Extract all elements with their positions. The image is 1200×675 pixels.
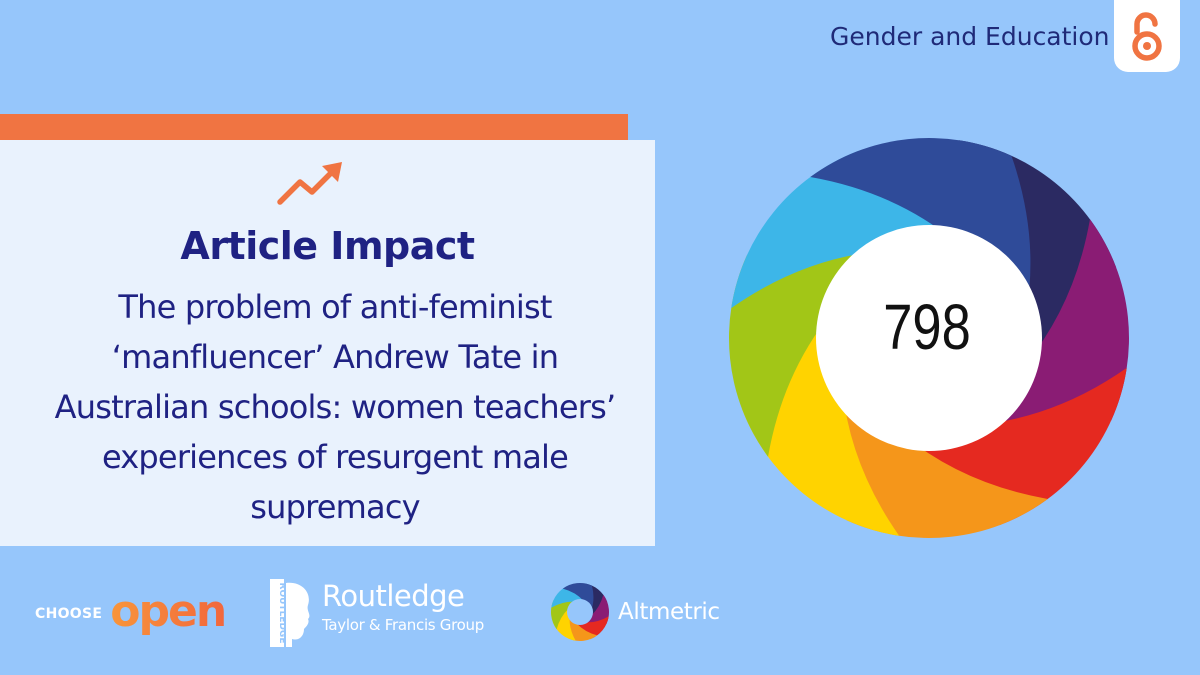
donut-segment-3 bbox=[827, 362, 1048, 538]
publisher-group: Taylor & Francis Group bbox=[322, 616, 484, 634]
mini-swirl-segment-3 bbox=[566, 614, 598, 641]
routledge-head-icon: ROUTLEDGE bbox=[270, 579, 310, 647]
open-access-icon bbox=[1132, 12, 1162, 61]
article-title: The problem of anti-feminist ‘manfluence… bbox=[54, 288, 617, 526]
routledge-logo: ROUTLEDGE Routledge Taylor & Francis Gro… bbox=[268, 579, 484, 647]
mini-swirl-segment-7 bbox=[562, 583, 594, 610]
altmetric-name: Altmetric bbox=[618, 599, 720, 625]
altmetric-score: 798 bbox=[883, 291, 971, 363]
choose-open-logo: CHOOSE open bbox=[35, 586, 227, 639]
page-title: Article Impact bbox=[180, 224, 475, 268]
altmetric-swirl-icon bbox=[551, 583, 609, 641]
article-info-panel: Article Impact The problem of anti-femin… bbox=[0, 140, 655, 546]
donut-segment-1 bbox=[953, 219, 1129, 440]
accent-bar bbox=[0, 114, 628, 142]
routledge-vertical-text: ROUTLEDGE bbox=[277, 583, 287, 644]
mini-swirl-segment-5 bbox=[551, 598, 578, 630]
mini-swirl-segment-1 bbox=[582, 594, 609, 626]
open-word: open bbox=[110, 586, 227, 637]
publisher-name: Routledge bbox=[322, 579, 465, 613]
open-access-badge bbox=[1114, 0, 1180, 72]
altmetric-logo: Altmetric bbox=[550, 582, 720, 642]
donut-center bbox=[816, 225, 1042, 451]
trending-up-arrow-icon bbox=[277, 162, 342, 205]
donut-segment-5 bbox=[729, 236, 905, 457]
donut-segment-7 bbox=[810, 138, 1031, 314]
choose-label: CHOOSE bbox=[35, 605, 103, 622]
altmetric-donut bbox=[729, 138, 1129, 538]
journal-name: Gender and Education bbox=[830, 21, 1110, 51]
